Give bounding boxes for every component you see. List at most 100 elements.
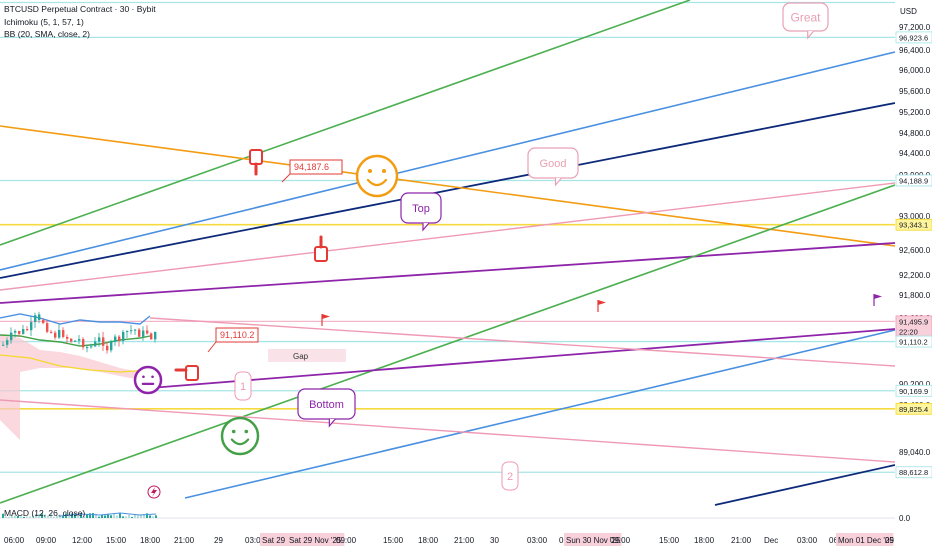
wave-label-1-box[interactable]	[234, 371, 252, 401]
macd-histogram-bar	[86, 514, 88, 518]
price-axis[interactable]	[895, 0, 932, 550]
candle	[42, 320, 45, 324]
hand-point-left-icon[interactable]	[185, 365, 199, 381]
note-good-bubble[interactable]	[527, 147, 579, 179]
note-top-bubble[interactable]	[400, 192, 442, 224]
price-badge-0[interactable]	[895, 31, 932, 44]
green-channel-upper[interactable]	[0, 0, 691, 246]
y-tick-label: 95,600.0	[899, 87, 931, 96]
candle	[2, 344, 5, 346]
note-great-bubble[interactable]	[782, 2, 829, 32]
macd-histogram-bar	[146, 513, 148, 518]
x-tick-label: 09:00	[610, 536, 631, 545]
wave-label-2-box[interactable]	[501, 461, 519, 491]
macd-line	[59, 512, 157, 517]
candle	[50, 331, 53, 333]
x-date-badge	[287, 533, 345, 546]
pink-channel-lower[interactable]	[0, 399, 896, 463]
y-tick-label: 90,200.0	[899, 380, 931, 389]
macd-histogram-bar	[26, 516, 28, 518]
flag-icon-red-2[interactable]	[598, 300, 606, 305]
flag-icon-red-1[interactable]	[322, 314, 330, 319]
macd-histogram-bar	[80, 513, 82, 518]
macd-histogram-bar	[152, 516, 154, 518]
macd-histogram-bar	[83, 515, 85, 518]
macd-histogram-bar	[92, 513, 94, 518]
candle	[102, 337, 105, 346]
neutral-face-purple-eye-right	[151, 375, 154, 379]
gap-zone[interactable]	[268, 349, 346, 362]
macd-label[interactable]: MACD (12, 26, close)	[4, 508, 85, 518]
price-badge-label-5: 90,169.9	[899, 387, 928, 396]
price-badge-4[interactable]	[895, 335, 932, 348]
macd-histogram-bar	[2, 513, 4, 518]
gap-label: Gap	[293, 352, 309, 361]
price-badge-5[interactable]	[895, 384, 932, 397]
green-channel-lower[interactable]	[0, 184, 896, 504]
neutral-face-purple-eye-left	[142, 375, 145, 379]
price-badge-6[interactable]	[895, 402, 932, 415]
price-badge-label-3: 91,495.9	[899, 317, 928, 326]
price-badge-label-7: 88,612.8	[899, 468, 928, 477]
x-tick-label: 18:00	[694, 536, 715, 545]
candle	[46, 323, 49, 332]
x-tick-label: 21:00	[174, 536, 195, 545]
note-top-tail	[422, 222, 430, 232]
smiley-face-green[interactable]	[220, 416, 260, 456]
candle	[90, 346, 93, 348]
price-badge-countdown: 22:20	[899, 327, 918, 336]
price-note-upper-box[interactable]	[289, 159, 343, 175]
navy-trend-upper[interactable]	[0, 102, 896, 279]
smiley-face-green-mouth	[230, 438, 250, 446]
blue-channel-upper[interactable]	[0, 51, 896, 271]
macd-histogram-bar	[77, 514, 79, 518]
bollinger-lower	[0, 354, 151, 373]
x-tick-label: Sat 29 Nov '25	[289, 536, 342, 545]
currency-label: USD	[900, 7, 917, 16]
macd-histogram-bar	[29, 516, 31, 518]
smiley-face-orange[interactable]	[355, 154, 399, 198]
macd-zero-label: 0.0	[899, 514, 911, 523]
y-tick-label: 92,600.0	[899, 246, 931, 255]
price-badge-2[interactable]	[895, 218, 932, 231]
candle	[10, 332, 13, 341]
purple-trend-lower[interactable]	[149, 328, 896, 389]
macd-histogram-bar	[101, 514, 103, 518]
macd-histogram-bar	[128, 514, 130, 518]
pink-channel-mid[interactable]	[149, 317, 896, 367]
candle	[106, 345, 109, 351]
macd-histogram-bar	[50, 513, 52, 518]
x-tick-label: 09:00	[336, 536, 357, 545]
macd-histogram-bar	[134, 514, 136, 518]
macd-histogram-bar	[47, 515, 49, 518]
indicator-ichimoku[interactable]: Ichimoku (5, 1, 57, 1)	[4, 17, 84, 27]
price-badge-1[interactable]	[895, 174, 932, 187]
note-good-text: Good	[540, 158, 567, 170]
candle	[78, 339, 81, 341]
y-tick-label: 97,200.0	[899, 23, 931, 32]
neutral-face-purple[interactable]	[133, 365, 163, 395]
candle	[94, 341, 97, 347]
note-bottom-text: Bottom	[309, 399, 344, 411]
candle	[58, 330, 61, 338]
y-tick-label: 96,400.0	[899, 46, 931, 55]
note-bottom-bubble[interactable]	[297, 388, 356, 420]
purple-trend-upper[interactable]	[0, 242, 896, 304]
price-badge-7[interactable]	[895, 466, 932, 479]
macd-histogram-bar	[53, 516, 55, 518]
macd-histogram-bar	[62, 515, 64, 518]
indicator-bollinger[interactable]: BB (20, SMA, close, 2)	[4, 29, 90, 39]
macd-histogram-bar	[155, 515, 157, 518]
hand-point-up-icon[interactable]	[314, 246, 328, 262]
time-axis[interactable]	[0, 530, 932, 550]
price-note-lower-box[interactable]	[215, 327, 259, 343]
orange-resistance[interactable]	[0, 125, 896, 247]
y-tick-label: 91,800.0	[899, 291, 931, 300]
navy-trend-lower[interactable]	[714, 464, 896, 506]
flag-icon-purple[interactable]	[874, 294, 882, 299]
x-tick-label: 03:00	[797, 536, 818, 545]
pink-channel-upper[interactable]	[0, 182, 896, 291]
hand-point-down-icon[interactable]	[249, 149, 263, 165]
